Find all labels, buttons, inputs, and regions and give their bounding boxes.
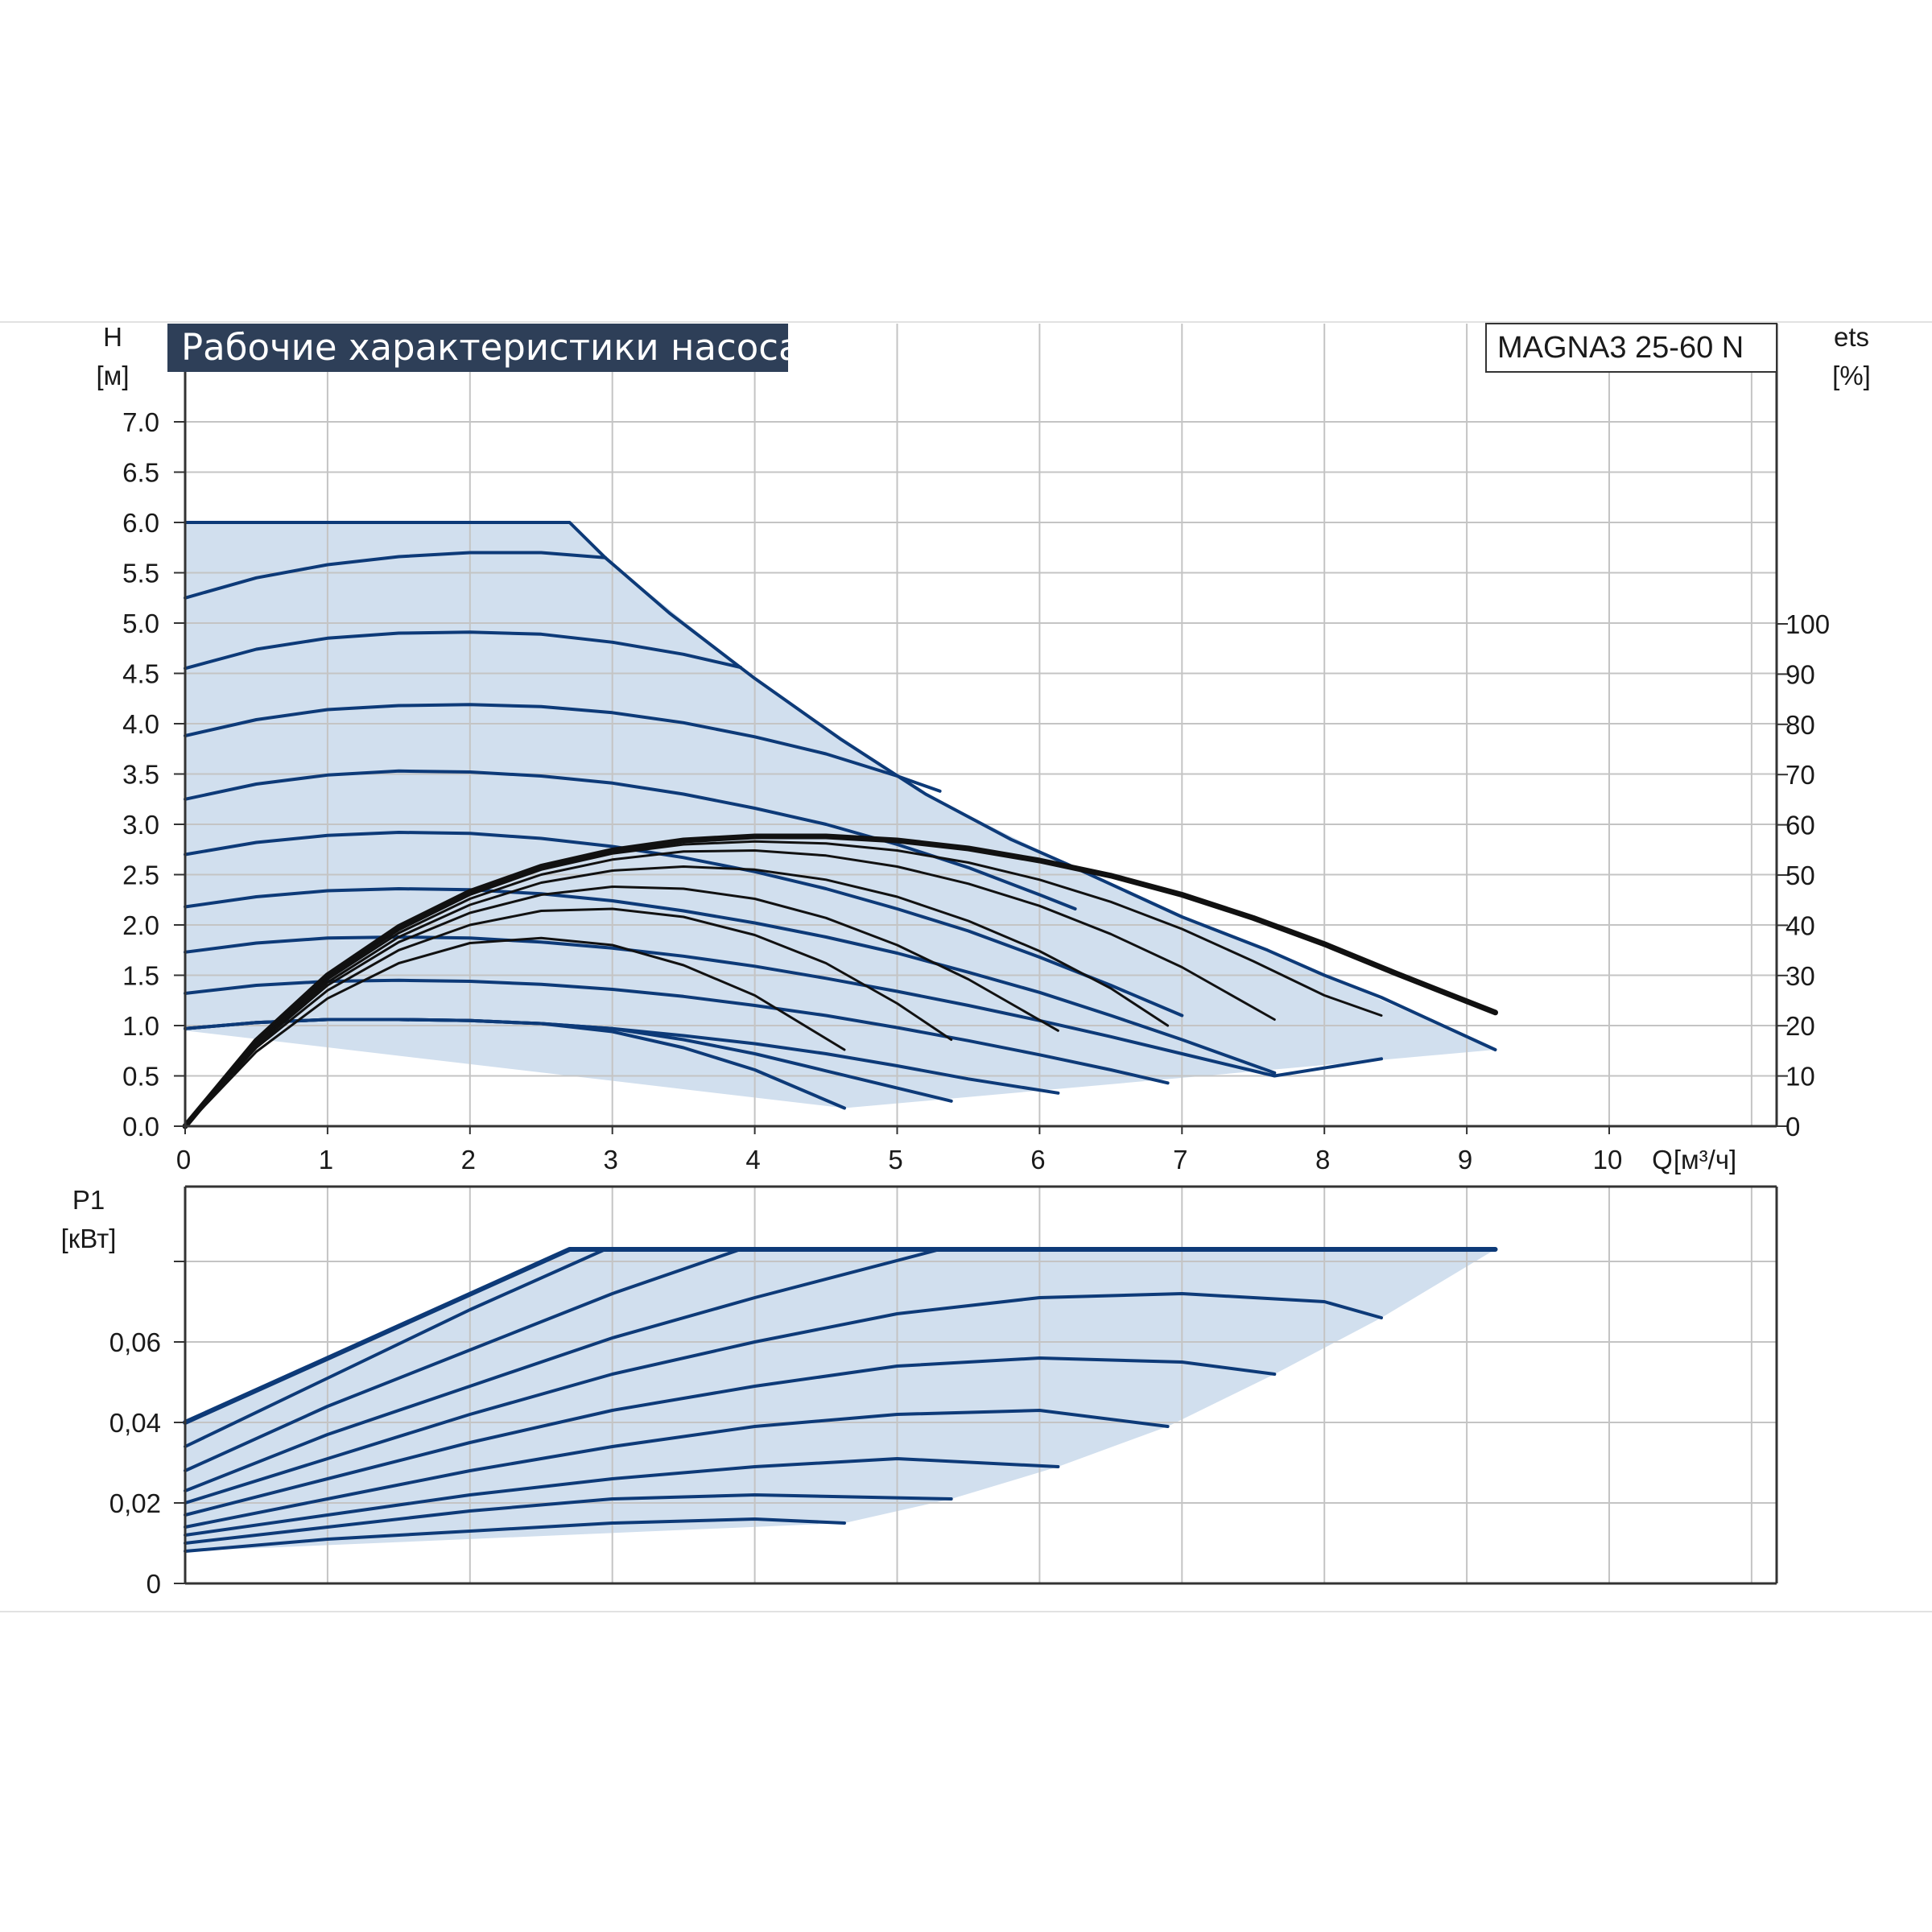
power-curve (183, 1247, 1498, 1425)
head-curve (184, 551, 607, 600)
head-y-tick-label: 6.0 (122, 508, 159, 538)
power-curves (183, 1247, 1498, 1553)
y2-axis-unit: [%] (1832, 361, 1871, 390)
power-y-axis-label: P1 (72, 1185, 105, 1215)
efficiency-y-tick-label: 40 (1785, 910, 1815, 940)
head-y-tick-label: 4.5 (122, 659, 159, 689)
power-curve (184, 1248, 742, 1472)
head-panel: 0.0 0.5 1.0 1.5 2.0 2.5 3.0 3.5 4.0 4.5 5.0 5.5 6.0 6… (96, 322, 1870, 1174)
head-y-tick-label: 5.0 (122, 609, 159, 638)
power-frame (184, 1185, 1778, 1585)
power-curve (184, 1248, 942, 1492)
x-tick-labels: 0 1 2 3 4 5 6 7 8 9 10 (176, 1126, 1623, 1174)
y-axis-label: H (103, 322, 122, 352)
head-grid (185, 324, 1777, 1126)
head-y-tick-label: 0.0 (122, 1112, 159, 1141)
efficiency-curve (184, 907, 953, 1128)
efficiency-y-tick-label: 100 (1785, 609, 1830, 639)
efficiency-curve (184, 849, 1276, 1128)
x-tick-label: 8 (1315, 1145, 1330, 1174)
head-curve (184, 630, 742, 671)
power-y-tick-label: 0 (147, 1569, 161, 1599)
head-y-tick-label: 3.5 (122, 760, 159, 790)
efficiency-curve (182, 833, 1498, 1129)
power-region-fill (185, 1249, 1496, 1551)
efficiency-y-tick-labels: 0 10 20 30 40 50 60 70 80 90 100 (1777, 609, 1830, 1141)
efficiency-y-tick-label: 80 (1785, 710, 1815, 740)
head-curves (184, 521, 1497, 1110)
head-curve (184, 1018, 846, 1110)
efficiency-y-tick-label: 30 (1785, 961, 1815, 991)
efficiency-curve (184, 936, 846, 1128)
head-y-tick-label: 5.5 (122, 559, 159, 588)
x-axis-label: Q (1652, 1145, 1673, 1174)
title-background (167, 324, 788, 372)
head-curve (184, 978, 1170, 1085)
efficiency-curve (184, 865, 1170, 1128)
head-y-tick-label: 7.0 (122, 407, 159, 437)
power-operating-region (185, 1249, 1496, 1551)
efficiency-curve (184, 840, 1383, 1128)
power-y-axis-unit: [кВт] (61, 1224, 117, 1253)
chart-title: Рабочие характеристики насоса (181, 326, 801, 369)
power-y-tick-label: 0,02 (109, 1488, 161, 1518)
x-tick-label: 6 (1030, 1145, 1045, 1174)
model-box (1485, 323, 1777, 373)
y-axis-unit: [м] (96, 361, 129, 390)
head-y-tick-label: 6.5 (122, 458, 159, 488)
efficiency-y-tick-label: 0 (1785, 1112, 1800, 1141)
head-curve (184, 703, 942, 793)
x-tick-label: 9 (1458, 1145, 1472, 1174)
power-curve (184, 1409, 1170, 1529)
power-curve (184, 1457, 1060, 1537)
head-y-tick-label: 2.0 (122, 910, 159, 940)
power-y-tick-label: 0,06 (109, 1327, 161, 1357)
power-panel: 0 0,02 0,04 0,06 P1 [кВт] (61, 1185, 1778, 1599)
x-tick-label: 10 (1593, 1145, 1623, 1174)
efficiency-curve (184, 886, 1059, 1128)
power-y-tick-labels: 0 0,02 0,04 0,06 (109, 1261, 185, 1599)
head-y-tick-labels: 0.0 0.5 1.0 1.5 2.0 2.5 3.0 3.5 4.0 4.5 5.0 5.5 6.0 6… (122, 407, 185, 1141)
power-curve (184, 1517, 846, 1553)
power-y-tick-label: 0,04 (109, 1408, 161, 1438)
efficiency-y-tick-label: 70 (1785, 760, 1815, 790)
power-grid (185, 1187, 1777, 1583)
model-label: MAGNA3 25-60 N (1497, 331, 1744, 365)
head-y-tick-label: 2.5 (122, 861, 159, 890)
efficiency-y-tick-label: 90 (1785, 659, 1815, 689)
power-curve (184, 1248, 607, 1448)
head-y-tick-label: 3.0 (122, 810, 159, 840)
power-curve (184, 1493, 953, 1545)
x-tick-label: 1 (319, 1145, 333, 1174)
efficiency-y-tick-label: 10 (1785, 1062, 1815, 1092)
x-tick-label: 4 (745, 1145, 760, 1174)
head-curve (184, 831, 1184, 1018)
head-curve (184, 935, 1383, 1078)
head-curve (184, 521, 1497, 1051)
power-curve (184, 1292, 1383, 1505)
head-curve (184, 887, 1277, 1075)
efficiency-curves (182, 833, 1498, 1129)
efficiency-y-tick-label: 60 (1785, 811, 1815, 840)
x-tick-label: 7 (1173, 1145, 1187, 1174)
x-tick-label: 0 (176, 1145, 191, 1174)
efficiency-y-tick-label: 50 (1785, 861, 1815, 890)
head-y-tick-label: 1.5 (122, 961, 159, 991)
head-y-tick-label: 0.5 (122, 1062, 159, 1092)
power-curve (184, 1356, 1277, 1517)
x-tick-label: 3 (604, 1145, 618, 1174)
y2-axis-label: ets (1834, 322, 1869, 352)
head-curve (184, 769, 1077, 910)
head-y-tick-label: 4.0 (122, 709, 159, 739)
x-tick-label: 2 (461, 1145, 476, 1174)
efficiency-y-tick-label: 20 (1785, 1011, 1815, 1041)
x-axis-unit: [м³/ч] (1674, 1145, 1736, 1174)
x-tick-label: 5 (888, 1145, 902, 1174)
head-y-tick-label: 1.0 (122, 1011, 159, 1041)
